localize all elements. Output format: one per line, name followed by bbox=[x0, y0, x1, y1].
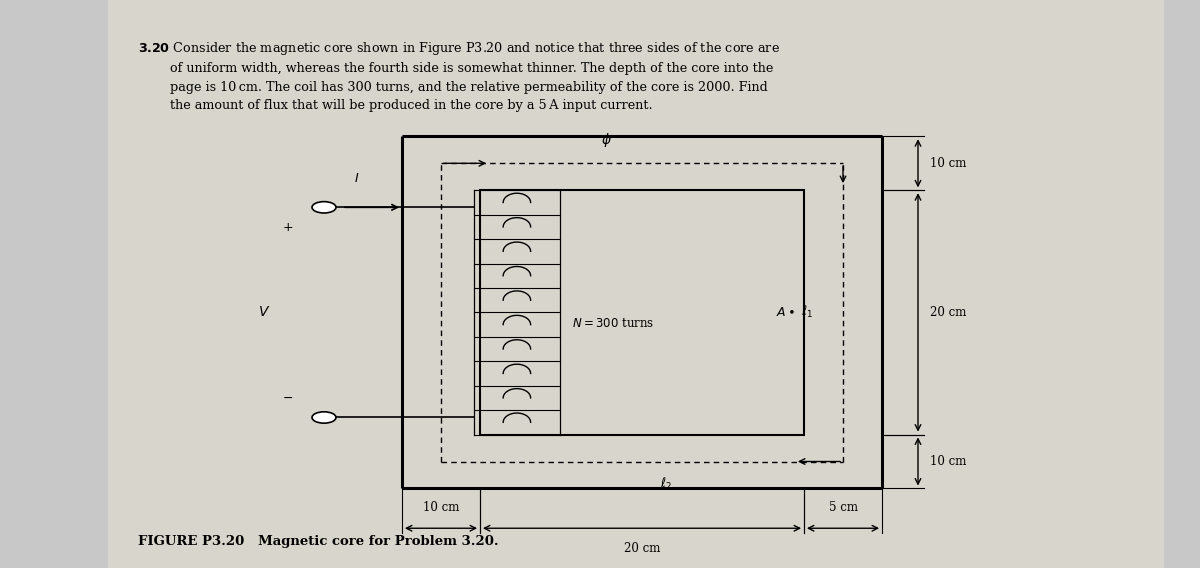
Text: 20 cm: 20 cm bbox=[930, 306, 966, 319]
FancyBboxPatch shape bbox=[108, 0, 1164, 568]
Bar bbox=[480, 190, 804, 435]
Text: $A\bullet$: $A\bullet$ bbox=[775, 306, 796, 319]
Text: 10 cm: 10 cm bbox=[930, 157, 966, 170]
Text: $V$: $V$ bbox=[258, 306, 270, 319]
Text: FIGURE P3.20   Magnetic core for Problem 3.20.: FIGURE P3.20 Magnetic core for Problem 3… bbox=[138, 535, 499, 548]
Circle shape bbox=[312, 202, 336, 213]
Text: 20 cm: 20 cm bbox=[624, 542, 660, 556]
Text: $+$: $+$ bbox=[282, 221, 294, 233]
Text: $\ell_2$: $\ell_2$ bbox=[660, 476, 672, 492]
Text: $\phi$: $\phi$ bbox=[601, 131, 611, 149]
Text: 5 cm: 5 cm bbox=[828, 501, 858, 514]
Text: 10 cm: 10 cm bbox=[422, 501, 460, 514]
Text: $I$: $I$ bbox=[354, 172, 359, 185]
Text: $\mathbf{3.20}$ Consider the magnetic core shown in Figure P3.20 and notice that: $\mathbf{3.20}$ Consider the magnetic co… bbox=[138, 40, 780, 112]
Text: $\ell_1$: $\ell_1$ bbox=[802, 304, 814, 320]
Text: $N=300$ turns: $N=300$ turns bbox=[572, 318, 654, 330]
Circle shape bbox=[312, 412, 336, 423]
Text: 10 cm: 10 cm bbox=[930, 455, 966, 468]
Text: $-$: $-$ bbox=[282, 391, 294, 404]
